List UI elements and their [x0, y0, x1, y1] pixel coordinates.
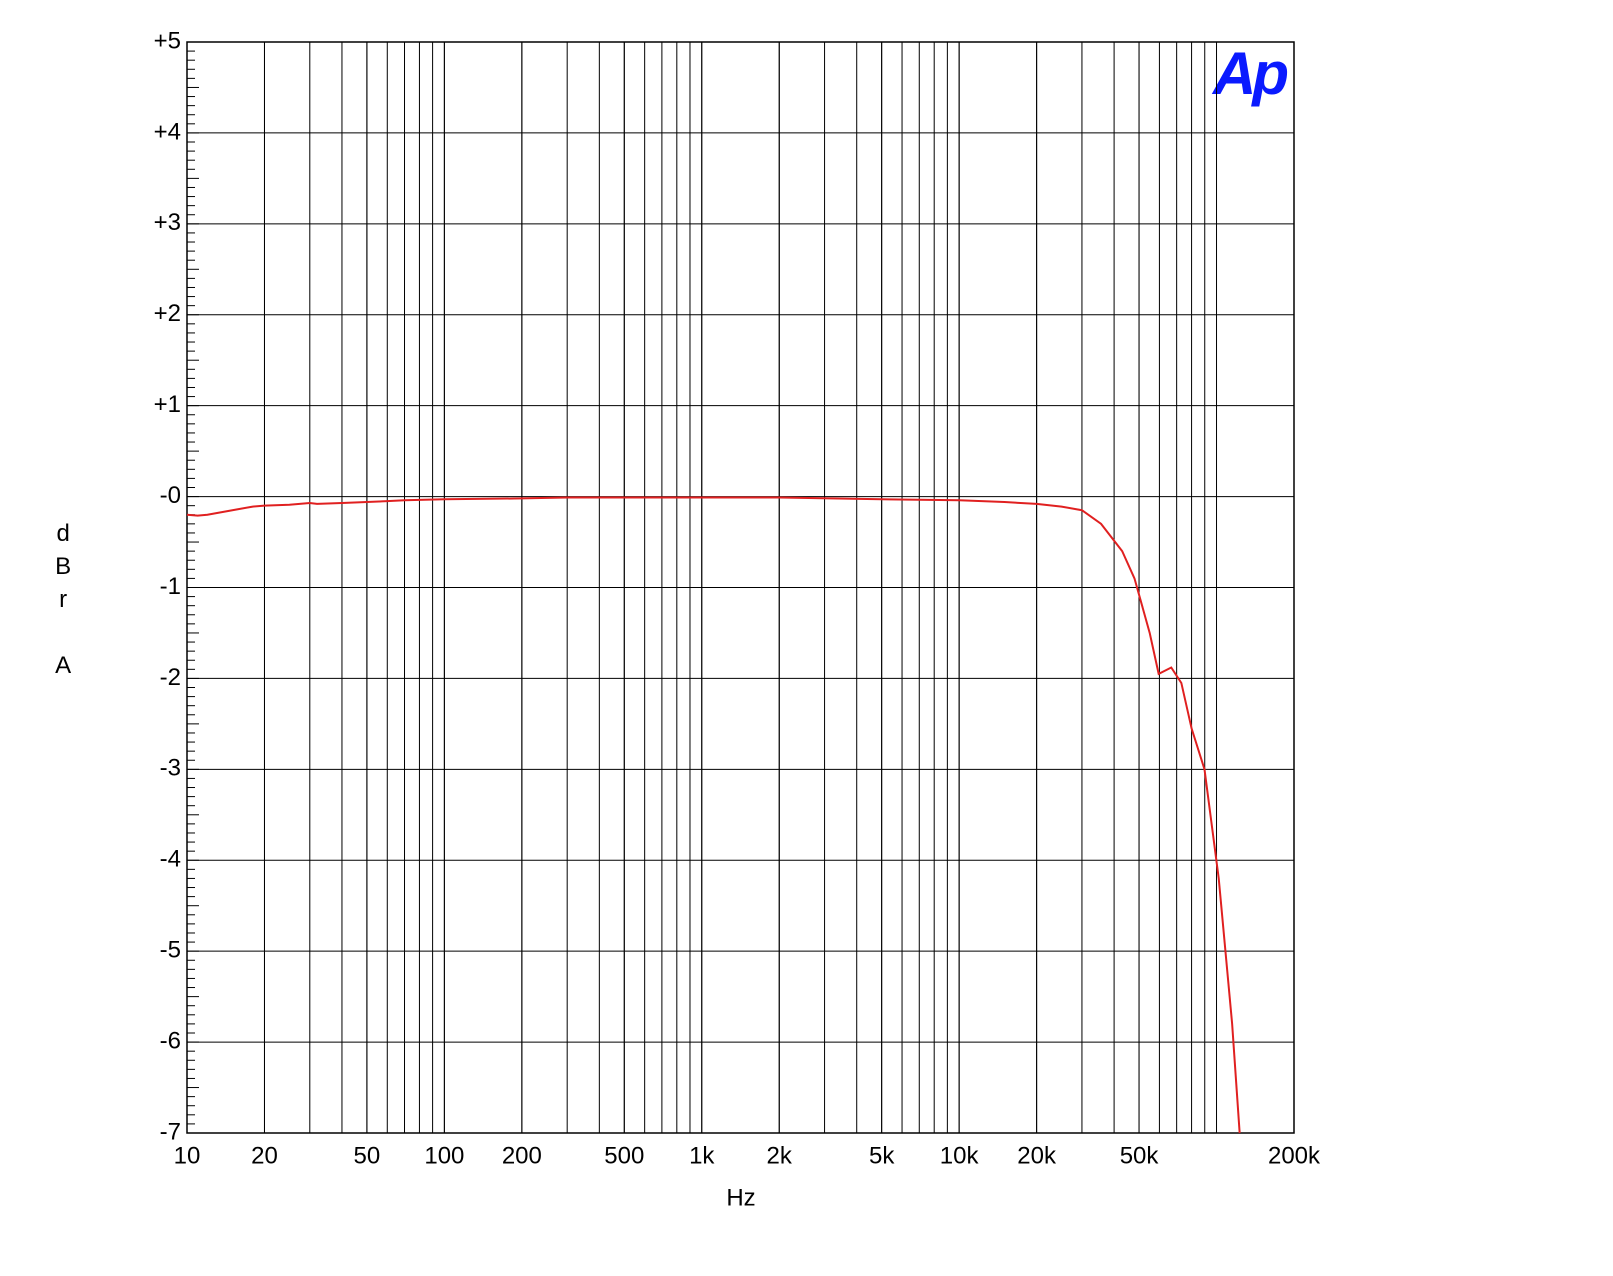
x-tick-label: 500 — [604, 1142, 644, 1169]
y-tick-label: +1 — [154, 391, 181, 418]
y-tick-label: -2 — [160, 664, 181, 691]
x-tick-label: 200k — [1268, 1142, 1321, 1169]
x-tick-label: 20k — [1017, 1142, 1057, 1169]
y-tick-label: -7 — [160, 1118, 181, 1145]
x-tick-label: 20 — [251, 1142, 278, 1169]
y-tick-label: +2 — [154, 300, 181, 327]
x-tick-label: 100 — [424, 1142, 464, 1169]
y-tick-label: -1 — [160, 573, 181, 600]
y-tick-label: +5 — [154, 27, 181, 54]
x-tick-label: 50k — [1120, 1142, 1160, 1169]
x-tick-label: 5k — [869, 1142, 895, 1169]
x-tick-label: 200 — [502, 1142, 542, 1169]
x-axis-label: Hz — [726, 1184, 755, 1211]
y-tick-label: -3 — [160, 755, 181, 782]
x-tick-label: 2k — [767, 1142, 793, 1169]
x-tick-label: 10k — [940, 1142, 980, 1169]
x-tick-label: 1k — [689, 1142, 715, 1169]
y-tick-label: -6 — [160, 1027, 181, 1054]
logo: Ap — [1211, 40, 1287, 107]
y-tick-label: -5 — [160, 937, 181, 964]
y-axis-label: dBr A — [50, 520, 77, 685]
y-tick-label: -4 — [160, 846, 181, 873]
x-tick-label: 10 — [174, 1142, 201, 1169]
x-tick-label: 50 — [354, 1142, 381, 1169]
y-tick-label: -0 — [160, 482, 181, 509]
plot-frame — [186, 41, 1295, 1134]
data-line — [186, 496, 1241, 1134]
y-tick-label: +4 — [154, 118, 181, 145]
y-tick-label: +3 — [154, 209, 181, 236]
